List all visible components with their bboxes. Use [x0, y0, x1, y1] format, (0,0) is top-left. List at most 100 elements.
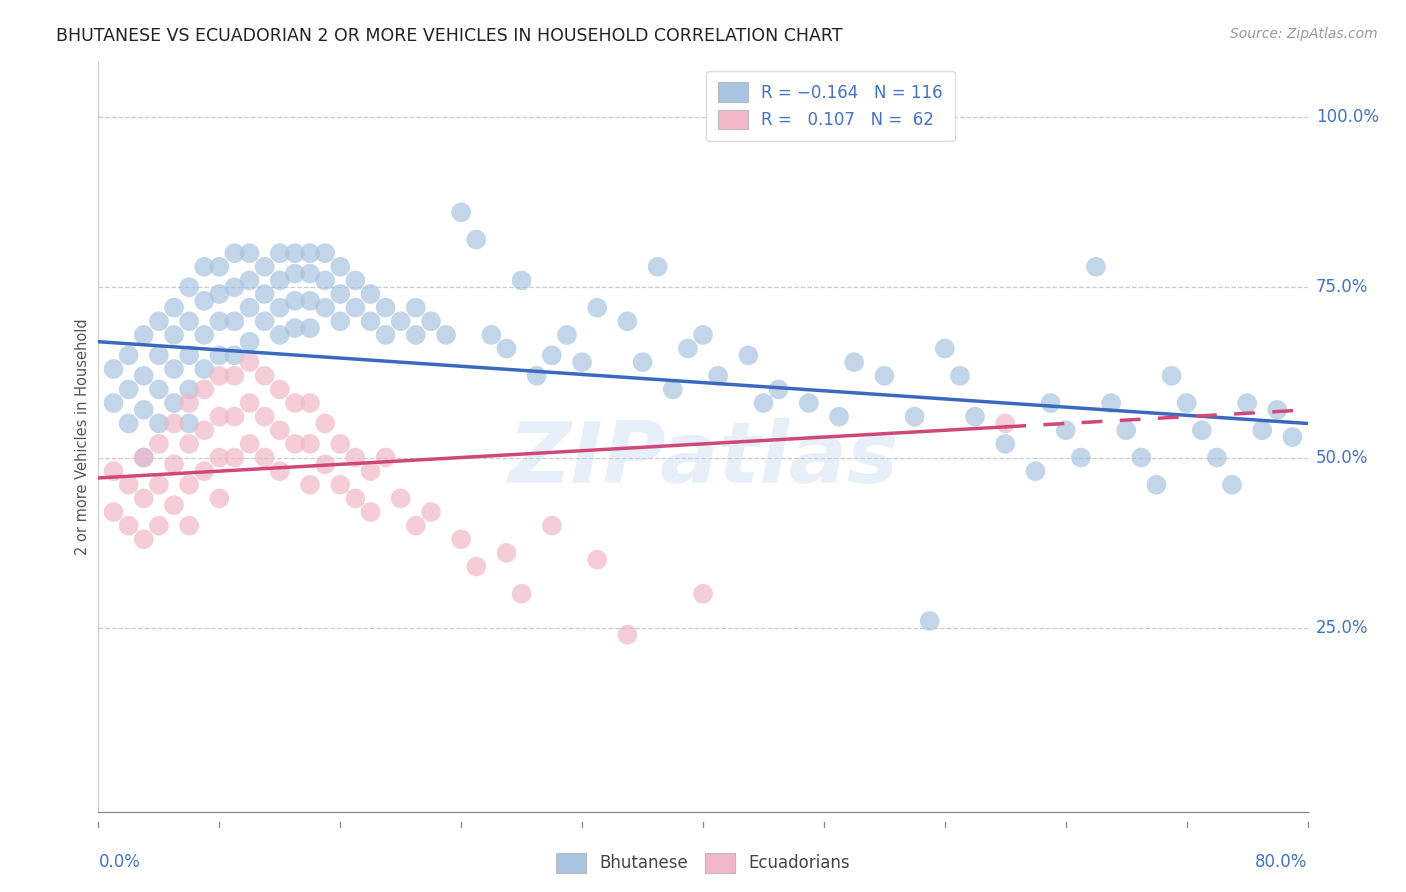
Point [994, 417, 1017, 431]
Point [239, 437, 262, 451]
Point [405, 327, 427, 342]
Point [163, 327, 186, 342]
Point [132, 327, 155, 342]
Point [465, 233, 488, 247]
Point [1130, 450, 1153, 465]
Point [344, 301, 367, 315]
Point [269, 327, 291, 342]
Point [299, 477, 322, 491]
Point [253, 368, 276, 383]
Point [179, 314, 201, 328]
Point [132, 368, 155, 383]
Point [752, 396, 775, 410]
Point [1099, 396, 1122, 410]
Point [420, 314, 443, 328]
Point [540, 518, 562, 533]
Point [1191, 423, 1213, 437]
Point [586, 552, 609, 566]
Point [314, 458, 336, 472]
Point [314, 417, 336, 431]
Point [873, 368, 896, 383]
Point [1024, 464, 1046, 478]
Point [329, 287, 352, 301]
Point [1054, 423, 1077, 437]
Point [374, 327, 396, 342]
Point [269, 383, 291, 397]
Point [284, 293, 307, 308]
Point [299, 396, 322, 410]
Point [329, 437, 352, 451]
Point [360, 464, 382, 478]
Point [239, 334, 262, 349]
Point [179, 518, 201, 533]
Point [1039, 396, 1062, 410]
Point [284, 246, 307, 260]
Point [269, 423, 291, 437]
Point [132, 450, 155, 465]
Point [239, 355, 262, 369]
Point [148, 437, 170, 451]
Point [118, 417, 141, 431]
Point [118, 383, 141, 397]
Point [163, 498, 186, 512]
Point [314, 273, 336, 287]
Point [208, 348, 231, 362]
Point [163, 458, 186, 472]
Point [1175, 396, 1198, 410]
Point [420, 505, 443, 519]
Point [299, 267, 322, 281]
Point [329, 260, 352, 274]
Point [360, 505, 382, 519]
Point [1281, 430, 1303, 444]
Point [269, 246, 291, 260]
Point [118, 518, 141, 533]
Point [616, 314, 638, 328]
Point [103, 505, 125, 519]
Point [208, 409, 231, 424]
Point [239, 301, 262, 315]
Point [208, 450, 231, 465]
Text: 50.0%: 50.0% [1316, 449, 1368, 467]
Point [1160, 368, 1182, 383]
Point [1251, 423, 1274, 437]
Point [510, 587, 533, 601]
Point [284, 437, 307, 451]
Point [193, 327, 215, 342]
Point [148, 314, 170, 328]
Point [737, 348, 759, 362]
Text: 100.0%: 100.0% [1316, 108, 1379, 126]
Point [179, 437, 201, 451]
Point [405, 518, 427, 533]
Point [481, 327, 503, 342]
Point [193, 293, 215, 308]
Point [193, 362, 215, 376]
Text: ZIPatlas: ZIPatlas [508, 418, 898, 501]
Point [239, 396, 262, 410]
Point [148, 417, 170, 431]
Point [465, 559, 488, 574]
Point [253, 450, 276, 465]
Point [208, 314, 231, 328]
Point [148, 518, 170, 533]
Point [163, 417, 186, 431]
Point [253, 287, 276, 301]
Point [299, 246, 322, 260]
Point [631, 355, 654, 369]
Point [103, 362, 125, 376]
Point [555, 327, 578, 342]
Point [692, 327, 714, 342]
Point [224, 368, 246, 383]
Point [179, 348, 201, 362]
Point [193, 423, 215, 437]
Point [360, 287, 382, 301]
Point [450, 533, 472, 547]
Point [193, 464, 215, 478]
Point [1115, 423, 1137, 437]
Point [253, 314, 276, 328]
Y-axis label: 2 or more Vehicles in Household: 2 or more Vehicles in Household [75, 318, 90, 556]
Point [103, 464, 125, 478]
Point [389, 491, 412, 506]
Point [510, 273, 533, 287]
Point [179, 417, 201, 431]
Point [965, 409, 987, 424]
